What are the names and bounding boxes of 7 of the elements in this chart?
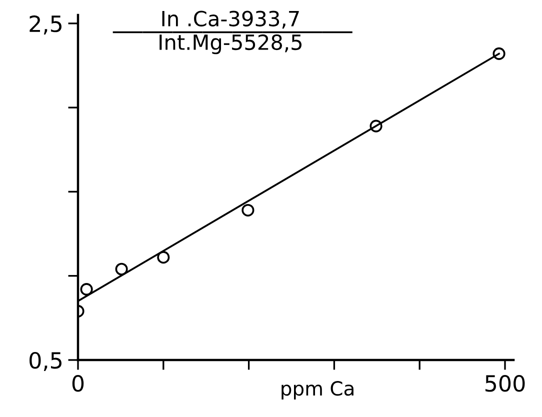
y-tick-label: 0,5	[30, 352, 62, 372]
x-axis-title: ppm Ca	[282, 381, 354, 400]
x-tick-label: 500	[486, 374, 525, 392]
x-tick-label: 0	[72, 374, 84, 392]
y-tick-label: 2,5	[30, 15, 62, 34]
annotation: In .Ca-3933,7	[162, 10, 299, 29]
annotation: Int.Mg-5528,5	[160, 34, 302, 54]
